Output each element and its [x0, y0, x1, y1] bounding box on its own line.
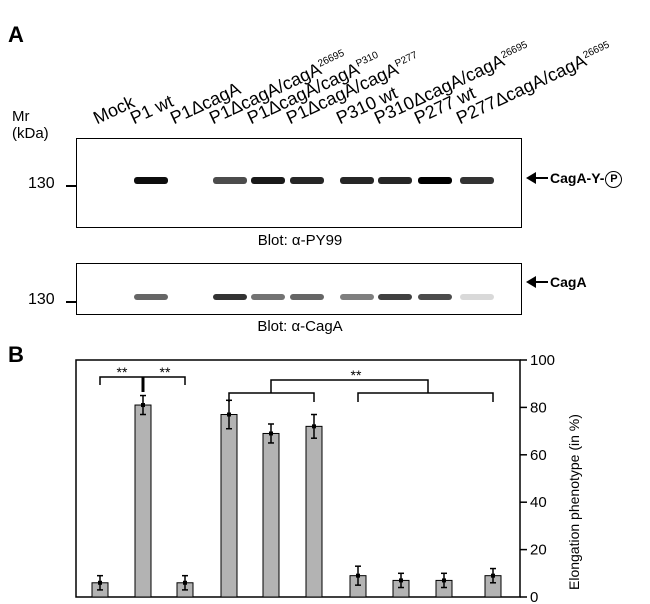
y-tick-label-100: 100	[530, 352, 555, 369]
cagA-y-text: CagA-Y-	[550, 170, 605, 186]
blot1-band-4	[213, 177, 247, 184]
blot2-band-2	[134, 294, 168, 300]
sig-mark-3: **	[351, 367, 362, 383]
sig-bracket-2a	[228, 392, 315, 402]
bar-5	[262, 432, 280, 598]
blot2-band-6	[290, 294, 324, 300]
blot1-band-6	[290, 177, 324, 184]
blot2-band-5	[251, 294, 285, 300]
blot2-band-10	[460, 294, 494, 300]
blot2-mw-tick	[66, 301, 76, 303]
mr-label: Mr (kDa)	[12, 108, 49, 142]
mean-marker-9	[442, 578, 446, 583]
blot1-arrow-label: CagA-Y- P	[550, 170, 623, 188]
blot2-mw-label: 130	[28, 291, 55, 308]
y-tick-label-80: 80	[530, 399, 547, 416]
mean-marker-3	[183, 580, 187, 585]
y-tick-label-60: 60	[530, 447, 547, 464]
blot2-arrow	[526, 274, 548, 295]
y-tick-label-0: 0	[530, 589, 538, 604]
arrow-left-icon	[526, 276, 548, 288]
chart-frame	[75, 359, 521, 598]
blot2-arrow-label: CagA	[550, 274, 587, 290]
blot1-band-8	[378, 177, 412, 184]
blot1-band-5	[251, 177, 285, 184]
bar-6	[305, 425, 323, 598]
blot1-band-2	[134, 177, 168, 184]
blot1-bands	[134, 177, 494, 184]
mean-marker-5	[269, 431, 273, 436]
blot2-band-8	[378, 294, 412, 300]
mean-marker-6	[312, 424, 316, 429]
mean-marker-2	[141, 403, 145, 408]
mean-marker-7	[356, 573, 360, 578]
blot2-caption: Blot: α-CagA	[257, 318, 343, 335]
blot2-band-7	[340, 294, 374, 300]
sig-bracket-2b	[357, 392, 494, 402]
arrow-left-icon	[526, 172, 548, 184]
mean-marker-10	[491, 573, 495, 578]
blot1-membrane	[76, 138, 522, 228]
mr-label-line2: (kDa)	[12, 125, 49, 142]
blot2-band-4	[213, 294, 247, 300]
bar-4	[220, 414, 238, 598]
mean-marker-1	[98, 580, 102, 585]
panel-b-letter: B	[8, 342, 24, 367]
blot1-band-10	[460, 177, 494, 184]
panel-a-letter: A	[8, 22, 24, 47]
mean-marker-8	[399, 578, 403, 583]
chart-ylabel: Elongation phenotype (in %)	[566, 414, 582, 590]
sig-mark-1: **	[117, 364, 128, 380]
sig-mark-2: **	[160, 364, 171, 380]
y-tick-label-40: 40	[530, 494, 547, 511]
blot1-arrow	[526, 170, 548, 191]
blot1-caption: Blot: α-PY99	[257, 232, 343, 249]
blot1-band-9	[418, 177, 452, 184]
bar-2	[134, 404, 152, 598]
mean-marker-4	[227, 412, 231, 417]
mr-label-line1: Mr	[12, 108, 30, 125]
phospho-circle-icon: P	[605, 170, 623, 188]
phospho-circle-label: P	[610, 172, 618, 185]
blot1-band-7	[340, 177, 374, 184]
blot1-mw-label: 130	[28, 175, 55, 192]
blot2-band-9	[418, 294, 452, 300]
blot2-bands	[134, 294, 494, 300]
sig-bracket-2-top	[270, 379, 429, 393]
blot1-mw-tick	[66, 185, 76, 187]
blot2-membrane	[76, 263, 522, 315]
y-tick-label-20: 20	[530, 542, 547, 559]
